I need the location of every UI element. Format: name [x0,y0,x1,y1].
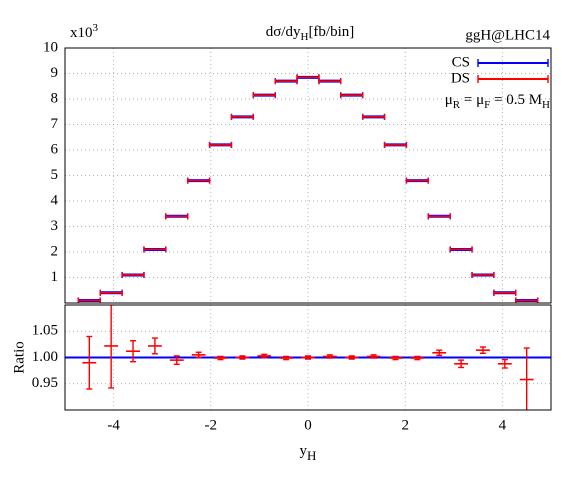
y-tick-label: 1.05 [32,323,58,339]
chart-title: dσ/dyH[fb/bin] [266,24,355,42]
note-part: μ [445,92,453,108]
legend-label: CS [452,54,470,70]
plot-frame [64,304,552,411]
note-part: = [460,92,476,108]
ratio-points [82,305,534,410]
x-axis-label-main: y [300,443,308,459]
y-tick-label: 1 [51,269,59,285]
annotation: ggH@LHC14 [465,27,550,43]
y-tick-label: 4 [51,192,59,208]
y-tick-label: 5 [51,167,59,183]
y-tick-label: 10 [43,39,58,55]
y-tick-label: 6 [51,141,59,157]
multiplier-base: x10 [70,25,93,41]
x-tick-label: -4 [107,417,120,433]
x-tick-label: -2 [205,417,218,433]
y-axis-label: Ratio [11,341,27,374]
legend-label: DS [451,70,470,86]
x-axis-label: yH [300,443,317,463]
multiplier-exp: 3 [93,22,99,34]
y-tick-label: 8 [51,90,59,106]
x-axis-label-sub: H [307,448,316,463]
y-tick-label: 9 [51,65,59,81]
y-tick-label: 0.95 [32,375,58,391]
note: μR = μF = 0.5 MH [445,92,550,110]
x-tick-label: 4 [499,417,507,433]
note-sub: F [484,99,490,111]
note-part: = 0.5 M [490,92,542,108]
multiplier: x103 [70,22,99,42]
note-part: μ [476,92,484,108]
y-tick-label: 3 [51,218,59,234]
y-tick-label: 1.00 [32,349,58,365]
plot-frame [64,47,552,304]
note-sub: H [542,99,550,111]
chart-title-sub: H [300,31,308,43]
x-tick-label: 0 [304,417,312,433]
chart-title-part: [fb/bin] [308,24,354,40]
y-tick-label: 7 [51,116,59,132]
y-tick-label: 2 [51,243,59,259]
note-sub: R [453,99,461,111]
x-tick-label: 2 [401,417,409,433]
chart-title-part: dσ/dy [266,24,301,40]
